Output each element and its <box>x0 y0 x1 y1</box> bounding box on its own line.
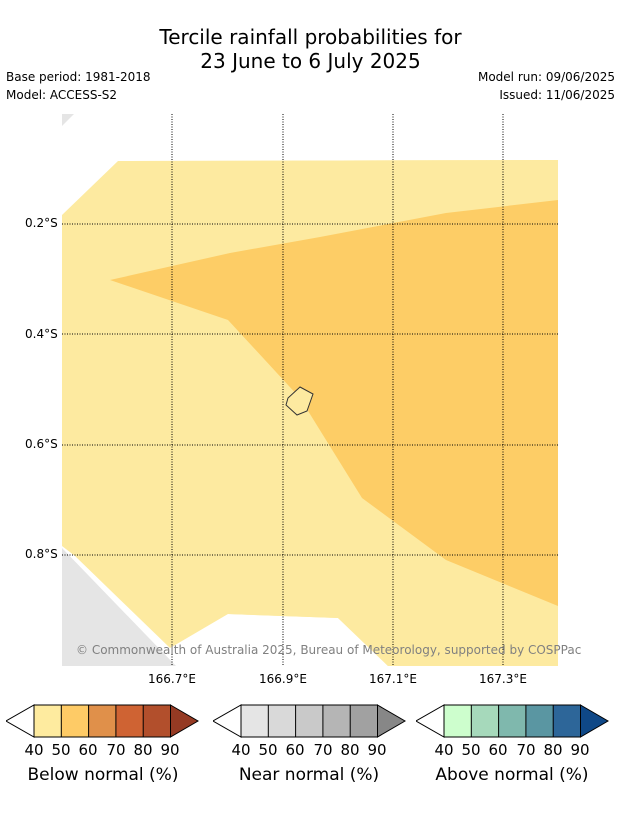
cbar-below-seg-3 <box>88 705 116 737</box>
island-outline <box>285 386 314 416</box>
cbar-below-tick-40: 40 <box>24 741 44 759</box>
region-below-50-60 <box>110 200 558 606</box>
meta-left: Base period: 1981-2018 Model: ACCESS-S2 <box>6 68 151 104</box>
cbar-above-seg-4 <box>525 705 554 737</box>
lon-label-4: 167.3°E <box>479 672 527 686</box>
lat-label-1: 0.2°S <box>25 216 58 230</box>
cbar-near-seg-3 <box>295 705 323 737</box>
cbar-below-tick-50: 50 <box>51 741 71 759</box>
cbar-above-tick-70: 70 <box>516 741 536 759</box>
cbar-near-tick-90: 90 <box>367 741 387 759</box>
model-run: Model run: 09/06/2025 <box>477 70 615 84</box>
cbar-near-seg-2 <box>268 705 296 737</box>
lat-label-2: 0.4°S <box>25 327 58 341</box>
colorbar-above-label: Above normal (%) <box>435 765 589 785</box>
cbar-below-max-arrow <box>170 704 199 738</box>
cbar-near-seg-1 <box>241 705 269 737</box>
base-period: Base period: 1981-2018 <box>6 70 151 84</box>
lon-label-2: 166.9°E <box>259 672 307 686</box>
cbar-near-tick-60: 60 <box>285 741 305 759</box>
title-line-2: 23 June to 6 July 2025 <box>200 49 421 73</box>
title-line-1: Tercile rainfall probabilities for <box>159 25 462 49</box>
colorbar-above <box>416 704 609 738</box>
cbar-near-tick-70: 70 <box>313 741 333 759</box>
no-data-region-topleft <box>62 114 74 126</box>
cbar-below-min-arrow <box>6 704 35 738</box>
map-title: Tercile rainfall probabilities for 23 Ju… <box>0 25 621 73</box>
cbar-above-tick-40: 40 <box>434 741 454 759</box>
cbar-above-max-arrow <box>580 704 609 738</box>
cbar-near-tick-80: 80 <box>340 741 360 759</box>
copyright-notice: © Commonwealth of Australia 2025, Bureau… <box>76 643 582 657</box>
cbar-below-tick-70: 70 <box>106 741 126 759</box>
lon-label-3: 167.1°E <box>369 672 417 686</box>
cbar-near-max-arrow <box>377 704 406 738</box>
model-name: Model: ACCESS-S2 <box>6 88 118 102</box>
cbar-below-tick-60: 60 <box>78 741 98 759</box>
cbar-below-tick-80: 80 <box>133 741 153 759</box>
lat-label-4: 0.8°S <box>25 547 58 561</box>
cbar-above-min-arrow <box>416 704 445 738</box>
cbar-below-seg-5 <box>143 705 171 737</box>
cbar-near-seg-4 <box>322 705 351 737</box>
colorbar-near-label: Near normal (%) <box>238 765 380 785</box>
cbar-below-tick-90: 90 <box>160 741 180 759</box>
cbar-above-seg-3 <box>498 705 526 737</box>
lon-label-1: 166.7°E <box>148 672 196 686</box>
colorbar-below-label: Below normal (%) <box>27 765 179 785</box>
cbar-above-seg-1 <box>444 705 472 737</box>
cbar-near-tick-50: 50 <box>258 741 278 759</box>
cbar-near-tick-40: 40 <box>231 741 251 759</box>
gridlines <box>62 114 558 666</box>
issued-date: Issued: 11/06/2025 <box>499 88 615 102</box>
cbar-above-tick-50: 50 <box>461 741 481 759</box>
no-data-region-bottomleft <box>62 548 176 666</box>
cbar-above-tick-60: 60 <box>488 741 508 759</box>
cbar-above-seg-5 <box>553 705 581 737</box>
cbar-above-tick-90: 90 <box>570 741 590 759</box>
cbar-above-seg-2 <box>471 705 499 737</box>
cbar-near-seg-5 <box>350 705 378 737</box>
lat-label-3: 0.6°S <box>25 437 58 451</box>
cbar-below-seg-1 <box>34 705 62 737</box>
colorbar-near <box>213 704 406 738</box>
cbar-above-tick-80: 80 <box>543 741 563 759</box>
meta-right: Model run: 09/06/2025 Issued: 11/06/2025 <box>478 68 615 104</box>
cbar-near-min-arrow <box>213 704 242 738</box>
cbar-below-seg-4 <box>115 705 144 737</box>
colorbar-below <box>6 704 199 738</box>
cbar-below-seg-2 <box>61 705 89 737</box>
